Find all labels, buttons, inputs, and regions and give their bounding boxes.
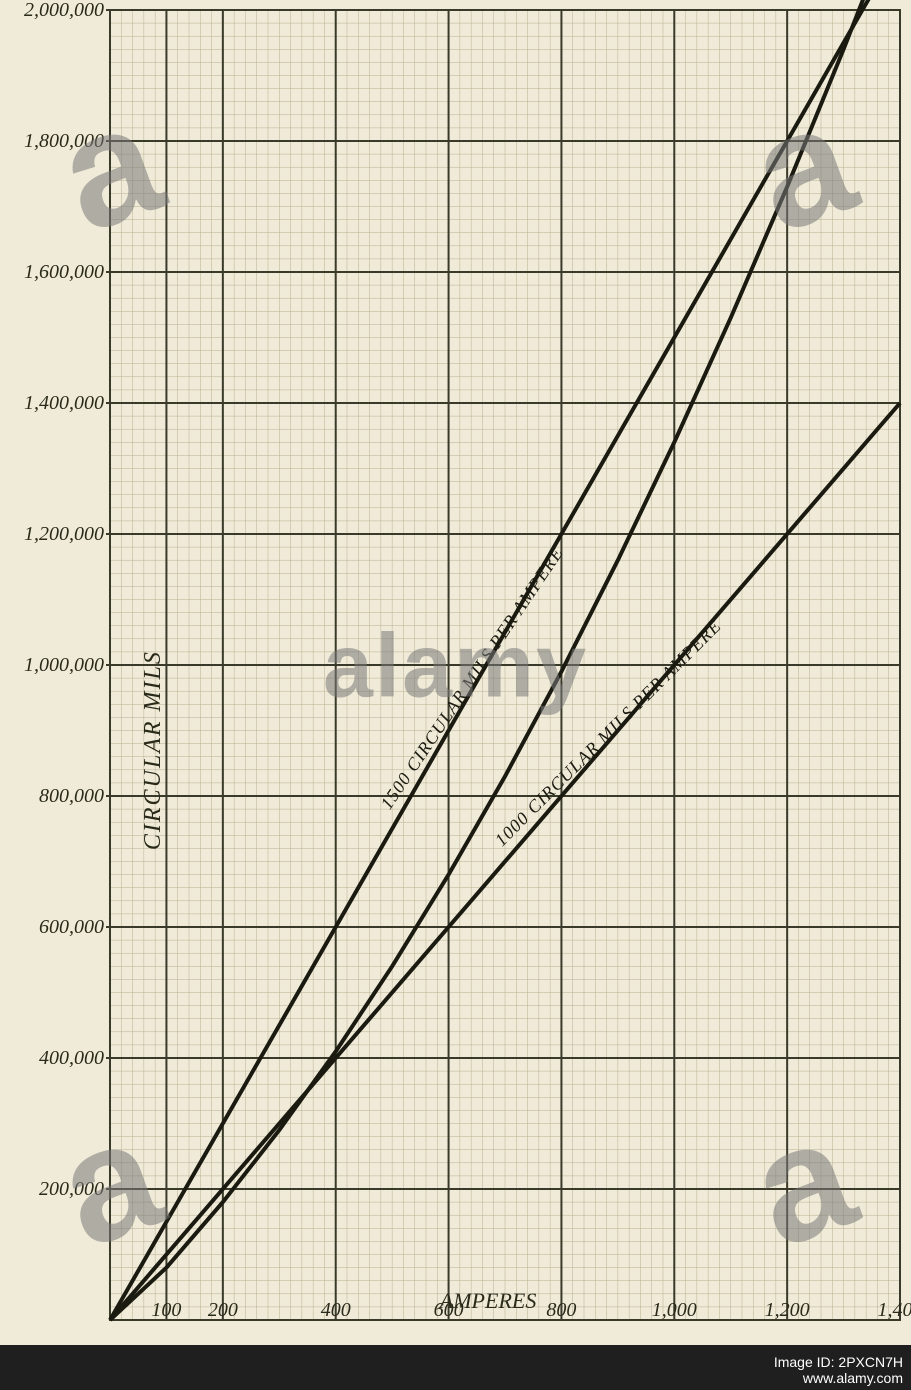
- chart-svg: 200,000 400,000 600,000 800,000 1,000,000 1,2…: [0, 0, 911, 1390]
- x-tick-label: 1,200: [765, 1299, 810, 1321]
- y-tick-label: 2,000,000: [24, 0, 104, 21]
- x-tick-label: 100: [151, 1299, 181, 1321]
- y-tick-label: 1,600,000: [24, 261, 104, 283]
- x-tick-label: 400: [321, 1299, 351, 1321]
- x-tick-label: 200: [208, 1299, 238, 1321]
- y-tick-label: 200,000: [39, 1178, 104, 1200]
- y-tick-label: 800,000: [39, 785, 104, 807]
- x-tick-label: 1,000: [652, 1299, 697, 1321]
- footer-strip: [0, 1345, 911, 1390]
- chart-container: 200,000 400,000 600,000 800,000 1,000,000 1,2…: [0, 0, 911, 1390]
- y-tick-label: 1,800,000: [24, 130, 104, 152]
- y-tick-label: 1,000,000: [24, 654, 104, 676]
- y-tick-label: 1,200,000: [24, 523, 104, 545]
- x-tick-label: 1,400: [878, 1299, 911, 1321]
- y-axis-title: CIRCULAR MILS: [140, 650, 166, 850]
- y-tick-label: 1,400,000: [24, 392, 104, 414]
- y-tick-label: 400,000: [39, 1047, 104, 1069]
- x-tick-label: 800: [546, 1299, 576, 1321]
- y-tick-label: 600,000: [39, 916, 104, 938]
- x-axis-title: AMPERES: [438, 1288, 537, 1313]
